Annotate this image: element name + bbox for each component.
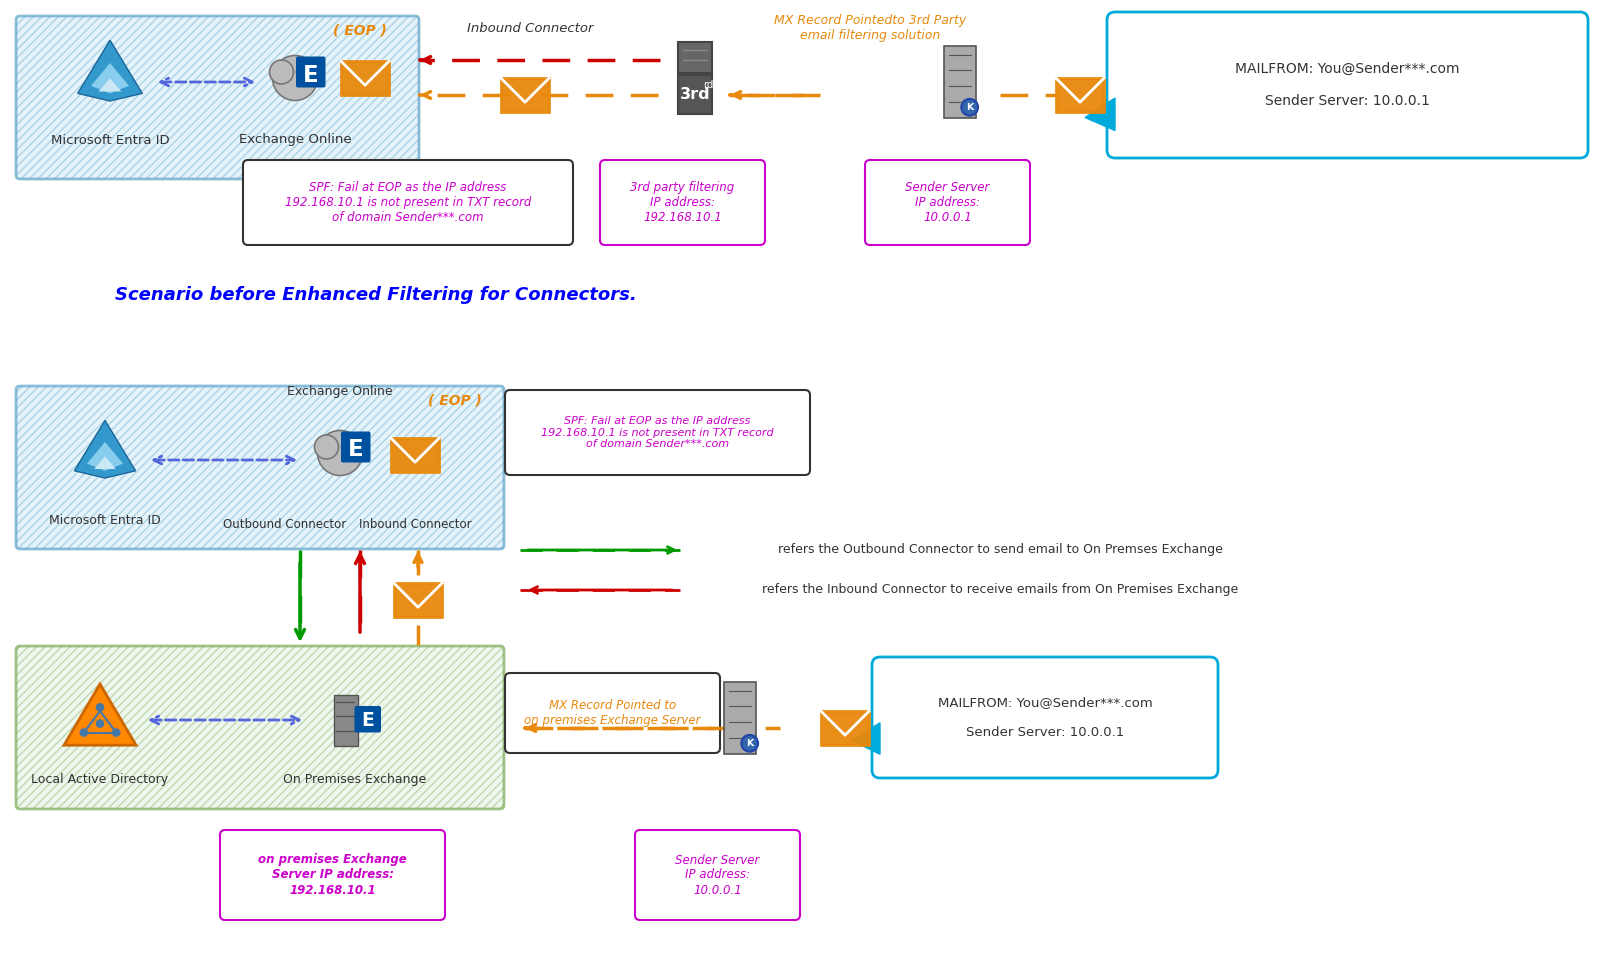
Text: MAILFROM: You@Sender***.com

Sender Server: 10.0.0.1: MAILFROM: You@Sender***.com Sender Serve… xyxy=(938,696,1152,739)
Bar xyxy=(678,75,712,114)
Text: refers the Inbound Connector to receive emails from On Premises Exchange: refers the Inbound Connector to receive … xyxy=(762,584,1238,596)
Bar xyxy=(944,46,976,118)
Bar xyxy=(1056,78,1104,112)
Text: Sender Server
IP address:
10.0.0.1: Sender Server IP address: 10.0.0.1 xyxy=(906,181,990,224)
Text: On Premises Exchange: On Premises Exchange xyxy=(283,774,427,787)
FancyBboxPatch shape xyxy=(1107,12,1587,158)
Circle shape xyxy=(96,704,104,711)
FancyBboxPatch shape xyxy=(16,16,419,179)
Bar xyxy=(341,61,389,95)
Text: Exchange Online: Exchange Online xyxy=(286,386,394,398)
Text: 3rd: 3rd xyxy=(680,87,710,102)
Circle shape xyxy=(269,60,293,84)
Text: refers the Outbound Connector to send email to On Premses Exchange: refers the Outbound Connector to send em… xyxy=(778,544,1222,556)
FancyBboxPatch shape xyxy=(866,160,1030,245)
FancyBboxPatch shape xyxy=(16,646,504,809)
Bar xyxy=(334,695,358,746)
Polygon shape xyxy=(78,40,142,101)
Text: E: E xyxy=(362,711,374,729)
Polygon shape xyxy=(64,684,136,746)
Text: SPF: Fail at EOP as the IP address
192.168.10.1 is not present in TXT record
of : SPF: Fail at EOP as the IP address 192.1… xyxy=(541,416,774,449)
Text: ( EOP ): ( EOP ) xyxy=(333,23,387,37)
Circle shape xyxy=(741,735,758,752)
FancyBboxPatch shape xyxy=(355,706,381,733)
Bar xyxy=(390,438,438,471)
FancyBboxPatch shape xyxy=(506,390,810,475)
Circle shape xyxy=(962,99,978,115)
Bar xyxy=(394,584,442,617)
Bar xyxy=(821,712,869,745)
Text: E: E xyxy=(302,63,318,87)
Text: Microsoft Entra ID: Microsoft Entra ID xyxy=(50,513,162,526)
FancyBboxPatch shape xyxy=(635,830,800,920)
Polygon shape xyxy=(1085,98,1115,131)
Circle shape xyxy=(317,430,363,475)
FancyBboxPatch shape xyxy=(296,57,325,88)
Bar xyxy=(723,682,757,754)
Text: Outbound Connector: Outbound Connector xyxy=(224,518,347,532)
Circle shape xyxy=(96,720,104,727)
Text: K: K xyxy=(966,102,973,112)
Text: MX Record Pointed to
on premises Exchange Server: MX Record Pointed to on premises Exchang… xyxy=(525,699,701,727)
FancyBboxPatch shape xyxy=(16,386,504,549)
FancyBboxPatch shape xyxy=(243,160,573,245)
Circle shape xyxy=(341,435,365,459)
Text: SPF: Fail at EOP as the IP address
192.168.10.1 is not present in TXT record
of : SPF: Fail at EOP as the IP address 192.1… xyxy=(285,181,531,224)
Text: MX Record Pointedto 3rd Party
email filtering solution: MX Record Pointedto 3rd Party email filt… xyxy=(774,14,966,42)
Text: Microsoft Entra ID: Microsoft Entra ID xyxy=(51,134,170,146)
Text: rd: rd xyxy=(704,80,714,90)
Circle shape xyxy=(272,56,317,101)
Polygon shape xyxy=(99,78,122,92)
Polygon shape xyxy=(851,723,880,754)
Text: Sender Server
IP address:
10.0.0.1: Sender Server IP address: 10.0.0.1 xyxy=(675,853,760,897)
Polygon shape xyxy=(75,421,136,478)
Text: Exchange Online: Exchange Online xyxy=(238,134,352,146)
Bar xyxy=(501,78,549,112)
Circle shape xyxy=(296,60,320,84)
Bar xyxy=(678,42,712,73)
Polygon shape xyxy=(94,457,115,469)
Text: Inbound Connector: Inbound Connector xyxy=(467,21,594,34)
FancyBboxPatch shape xyxy=(341,431,371,463)
Text: on premises Exchange
Server IP address:
192.168.10.1: on premises Exchange Server IP address: … xyxy=(258,853,406,897)
Text: K: K xyxy=(746,739,754,748)
FancyBboxPatch shape xyxy=(221,830,445,920)
Text: Inbound Connector: Inbound Connector xyxy=(358,518,472,532)
Text: E: E xyxy=(347,438,363,462)
Text: Scenario before Enhanced Filtering for Connectors.: Scenario before Enhanced Filtering for C… xyxy=(115,286,637,304)
Text: ( EOP ): ( EOP ) xyxy=(429,393,482,407)
Polygon shape xyxy=(91,63,130,94)
FancyBboxPatch shape xyxy=(600,160,765,245)
FancyBboxPatch shape xyxy=(506,673,720,753)
Polygon shape xyxy=(86,442,123,470)
FancyBboxPatch shape xyxy=(872,657,1218,778)
Text: MAILFROM: You@Sender***.com

Sender Server: 10.0.0.1: MAILFROM: You@Sender***.com Sender Serve… xyxy=(1235,61,1459,108)
Text: Local Active Directory: Local Active Directory xyxy=(32,774,168,787)
Circle shape xyxy=(112,729,120,736)
Circle shape xyxy=(80,729,88,736)
Circle shape xyxy=(315,435,339,459)
Text: 3rd party filtering
IP address:
192.168.10.1: 3rd party filtering IP address: 192.168.… xyxy=(630,181,734,224)
